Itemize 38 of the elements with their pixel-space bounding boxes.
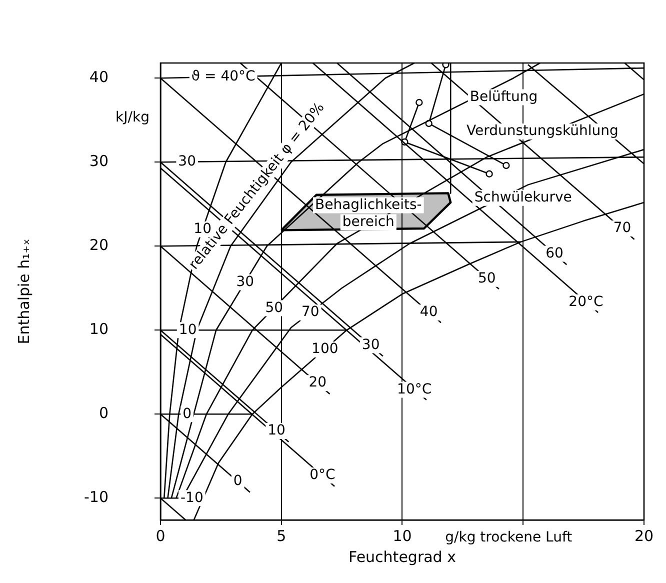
annotation: 70 bbox=[301, 304, 320, 320]
y-tick-label: 0 bbox=[98, 404, 108, 422]
annotation: 30 bbox=[178, 154, 196, 170]
y-tick-label: 40 bbox=[89, 68, 108, 86]
annotation: 50 bbox=[478, 270, 496, 287]
annotation: 70 bbox=[613, 220, 632, 236]
annotation: Schwülekurve bbox=[474, 189, 572, 206]
annotation: -10 bbox=[180, 490, 204, 506]
annotation: 20°C bbox=[568, 294, 604, 310]
annotation: 50 bbox=[265, 300, 284, 316]
annotation: ϑ = 40°C bbox=[191, 68, 256, 84]
annotation: 0 bbox=[233, 472, 242, 489]
annotation: 10°C bbox=[397, 381, 432, 398]
annotation: 20 bbox=[308, 374, 327, 391]
annotation: 30 bbox=[362, 336, 380, 353]
x-tick-label: 5 bbox=[276, 526, 286, 545]
annotation: 10 bbox=[268, 422, 286, 439]
x-axis-title: Feuchtegrad x bbox=[348, 548, 456, 566]
annotation: 60 bbox=[546, 245, 564, 262]
text: kJ/kg bbox=[116, 109, 150, 126]
x-tick-label: 10 bbox=[392, 526, 412, 545]
annotation: Belüftung bbox=[470, 88, 538, 105]
y-tick-label: 30 bbox=[89, 152, 108, 170]
x-tick-label: 0 bbox=[156, 526, 166, 545]
annotation: 0°C bbox=[310, 467, 336, 484]
y-axis-title: Enthalpie h₁₊ₓ bbox=[14, 238, 33, 344]
x-tick-label: 20 bbox=[634, 526, 654, 545]
annotation: 40 bbox=[420, 304, 438, 320]
y-tick-label: -10 bbox=[84, 488, 108, 506]
annotation: 30 bbox=[236, 274, 254, 290]
annotation: Behaglichkeits- bereich bbox=[314, 196, 422, 230]
annotation: 100 bbox=[312, 341, 338, 358]
y-tick-label: 20 bbox=[89, 236, 108, 254]
text: g/kg trockene Luft bbox=[445, 530, 573, 546]
annotation: Verdunstungskühlung bbox=[466, 123, 618, 140]
annotation: 10 bbox=[178, 322, 197, 338]
annotation: 0 bbox=[182, 406, 192, 422]
y-tick-label: 10 bbox=[89, 320, 108, 338]
